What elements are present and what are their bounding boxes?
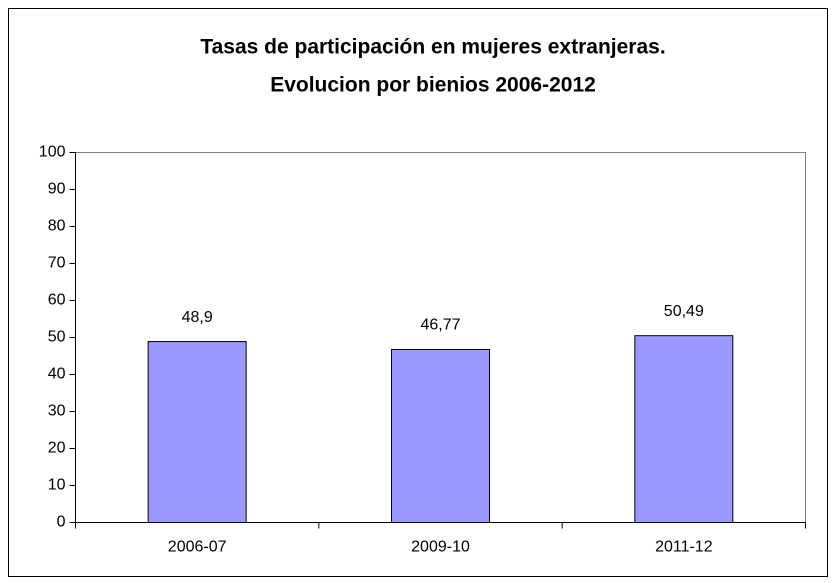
y-tick-label: 90 bbox=[48, 181, 66, 198]
chart-title: Evolucion por bienios 2006-2012 bbox=[270, 74, 596, 97]
x-tick-label: 2011-12 bbox=[655, 539, 713, 556]
y-tick-label: 40 bbox=[48, 366, 66, 383]
bar bbox=[634, 335, 734, 524]
data-label: 46,77 bbox=[420, 317, 460, 334]
y-tick-label: 50 bbox=[48, 329, 66, 346]
chart-title: Tasas de participación en mujeres extran… bbox=[200, 36, 665, 59]
y-tick-label: 0 bbox=[57, 514, 66, 531]
y-tick-label: 60 bbox=[48, 292, 66, 309]
y-tick-label: 20 bbox=[48, 440, 66, 457]
data-label: 48,9 bbox=[182, 309, 213, 326]
y-tick-label: 70 bbox=[48, 255, 66, 272]
x-tick-label: 2009-10 bbox=[411, 539, 470, 556]
x-tick-label: 2006-07 bbox=[168, 539, 227, 556]
bar bbox=[391, 348, 490, 523]
y-tick-label: 10 bbox=[48, 477, 66, 494]
y-tick-label: 30 bbox=[48, 403, 66, 420]
y-tick-label: 100 bbox=[39, 144, 66, 161]
bar bbox=[147, 341, 247, 523]
data-label: 50,49 bbox=[664, 303, 704, 320]
y-tick-label: 80 bbox=[48, 218, 66, 235]
